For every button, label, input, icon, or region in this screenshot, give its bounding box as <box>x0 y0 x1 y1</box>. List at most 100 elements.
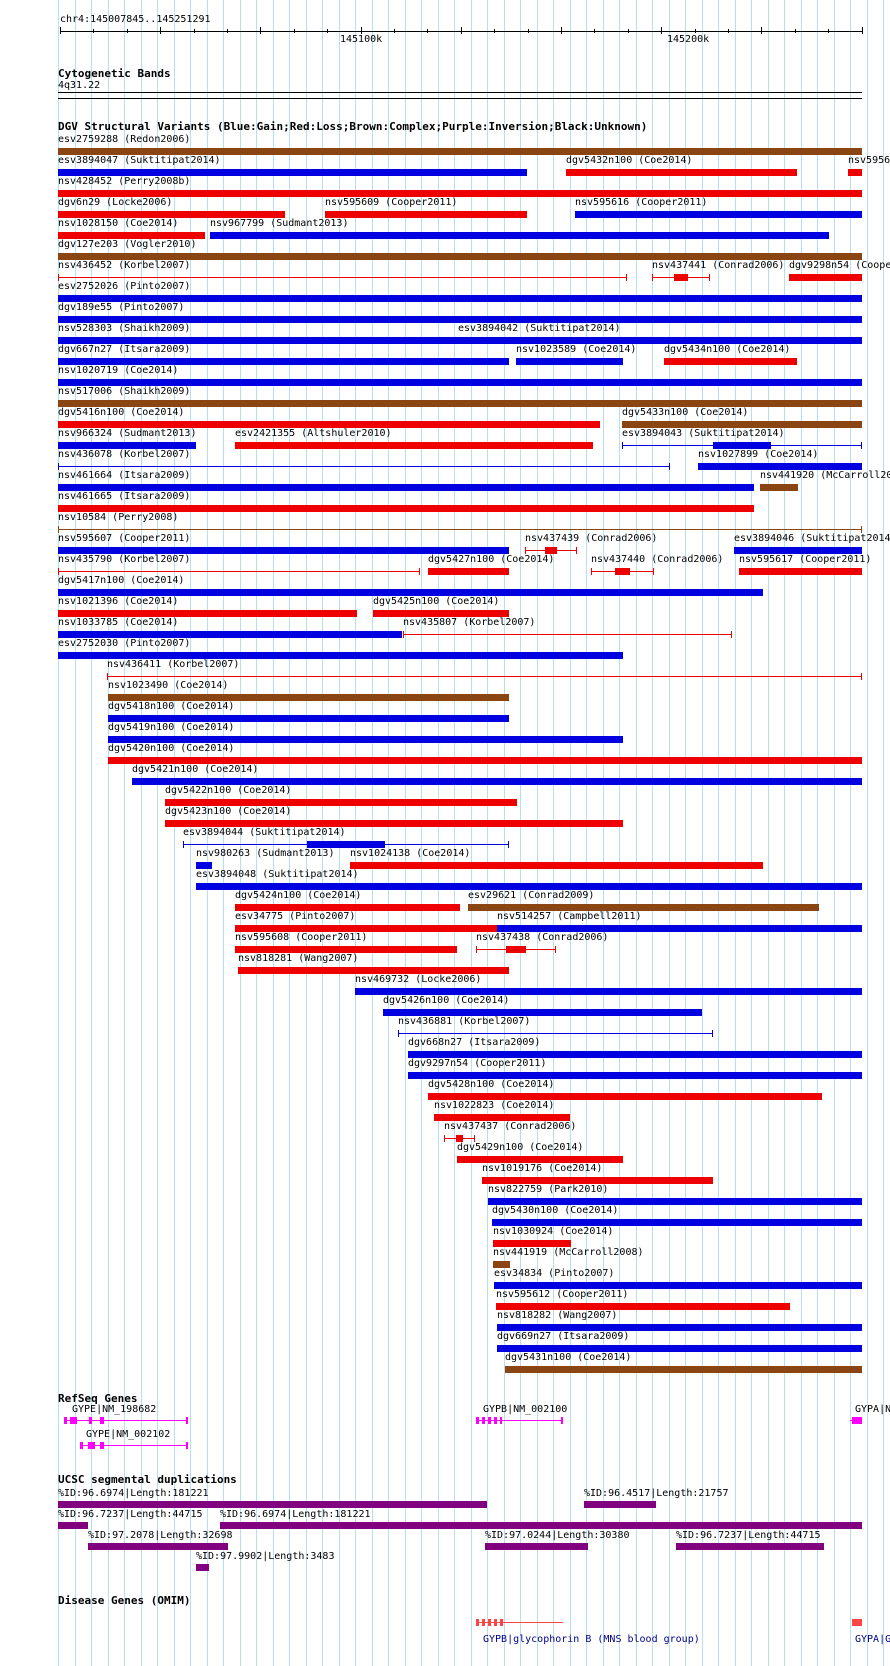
dgv-variant-bar[interactable] <box>516 358 623 365</box>
dgv-variant-label[interactable]: dgv5416n100 (Coe2014) <box>58 407 185 418</box>
dgv-variant-core[interactable] <box>545 547 557 554</box>
dgv-variant-label[interactable]: nsv528303 (Shaikh2009) <box>58 323 191 334</box>
dgv-variant-bar[interactable] <box>235 946 457 953</box>
dgv-variant-label[interactable]: nsv437440 (Conrad2006) <box>591 554 724 565</box>
dgv-variant-bar[interactable] <box>428 1093 822 1100</box>
segdup-bar[interactable] <box>676 1543 824 1550</box>
dgv-variant-bar[interactable] <box>58 442 196 449</box>
dgv-variant-bar[interactable] <box>383 1009 702 1016</box>
dgv-variant-bar[interactable] <box>58 610 357 617</box>
dgv-variant-bar[interactable] <box>165 799 517 806</box>
dgv-variant-label[interactable]: nsv822759 (Park2010) <box>488 1184 609 1195</box>
dgv-variant-label[interactable]: nsv595617 (Cooper2011) <box>739 554 872 565</box>
dgv-variant-label[interactable]: nsv436881 (Korbel2007) <box>398 1016 531 1027</box>
dgv-variant-label[interactable]: dgv5426n100 (Coe2014) <box>383 995 510 1006</box>
dgv-variant-bar[interactable] <box>58 358 509 365</box>
dgv-variant-bar[interactable] <box>58 253 862 260</box>
dgv-variant-label[interactable]: nsv461664 (Itsara2009) <box>58 470 191 481</box>
refseq-gene-exon[interactable] <box>100 1417 104 1424</box>
dgv-variant-label[interactable]: dgv5431n100 (Coe2014) <box>505 1352 632 1363</box>
dgv-variant-bar[interactable] <box>739 568 862 575</box>
dgv-variant-bar[interactable] <box>58 529 862 530</box>
dgv-variant-bar[interactable] <box>58 295 862 302</box>
dgv-variant-label[interactable]: dgv5418n100 (Coe2014) <box>108 701 235 712</box>
dgv-variant-core[interactable] <box>674 274 688 281</box>
segdup-bar[interactable] <box>584 1501 656 1508</box>
segdup-label[interactable]: %ID:96.7237|Length:44715 <box>58 1509 203 1520</box>
dgv-variant-label[interactable]: nsv1023589 (Coe2014) <box>516 344 637 355</box>
dgv-variant-bar[interactable] <box>325 211 527 218</box>
refseq-gene-label[interactable]: GYPE|NM_002102 <box>86 1429 171 1440</box>
segdup-bar[interactable] <box>220 1522 862 1529</box>
dgv-variant-bar[interactable] <box>622 421 862 428</box>
dgv-variant-bar[interactable] <box>468 904 819 911</box>
refseq-gene-exon[interactable] <box>100 1442 104 1449</box>
track-title-dgv[interactable]: DGV Structural Variants (Blue:Gain;Red:L… <box>58 120 648 133</box>
dgv-variant-label[interactable]: dgv5430n100 (Coe2014) <box>492 1205 619 1216</box>
refseq-gene-exon[interactable] <box>852 1417 862 1424</box>
dgv-variant-label[interactable]: dgv189e55 (Pinto2007) <box>58 302 185 313</box>
dgv-variant-label[interactable]: dgv6n29 (Locke2006) <box>58 197 173 208</box>
dgv-variant-label[interactable]: dgv5417n100 (Coe2014) <box>58 575 185 586</box>
track-title-segmental-duplications[interactable]: UCSC segmental duplications <box>58 1473 237 1486</box>
dgv-variant-label[interactable]: nsv1023490 (Coe2014) <box>108 680 229 691</box>
dgv-variant-bar[interactable] <box>108 715 509 722</box>
dgv-variant-label[interactable]: nsv428452 (Perry2008b) <box>58 176 191 187</box>
dgv-variant-bar[interactable] <box>58 190 862 197</box>
refseq-gene-exon[interactable] <box>80 1442 83 1449</box>
dgv-variant-bar[interactable] <box>350 862 763 869</box>
dgv-variant-label[interactable]: dgv5423n100 (Coe2014) <box>165 806 292 817</box>
dgv-variant-bar[interactable] <box>58 484 754 491</box>
dgv-variant-label[interactable]: nsv980263 (Sudmant2013) <box>196 848 335 859</box>
refseq-gene-intron[interactable] <box>476 1420 563 1421</box>
dgv-variant-label[interactable]: esv3894046 (Suktitipat2014 <box>734 533 890 544</box>
omim-gene-label[interactable]: GYPB|glycophorin B (MNS blood group) <box>483 1634 700 1645</box>
dgv-variant-bar[interactable] <box>482 1177 713 1184</box>
dgv-variant-label[interactable]: dgv5422n100 (Coe2014) <box>165 785 292 796</box>
refseq-gene-exon[interactable] <box>89 1417 92 1424</box>
refseq-gene-exon[interactable] <box>500 1417 502 1424</box>
dgv-variant-bar[interactable] <box>408 1051 862 1058</box>
dgv-variant-bar[interactable] <box>108 757 862 764</box>
refseq-gene-exon[interactable] <box>476 1417 479 1424</box>
dgv-variant-core[interactable] <box>506 946 526 953</box>
dgv-variant-bar[interactable] <box>58 571 420 572</box>
dgv-variant-bar[interactable] <box>58 379 862 386</box>
dgv-variant-label[interactable]: nsv1030924 (Coe2014) <box>493 1226 614 1237</box>
dgv-variant-label[interactable]: nsv1033785 (Coe2014) <box>58 617 179 628</box>
dgv-variant-label[interactable]: esv3894047 (Suktitipat2014) <box>58 155 221 166</box>
dgv-variant-bar[interactable] <box>58 400 862 407</box>
refseq-gene-exon[interactable] <box>70 1417 77 1424</box>
dgv-variant-bar[interactable] <box>497 1345 862 1352</box>
dgv-variant-bar[interactable] <box>497 1324 862 1331</box>
dgv-variant-bar[interactable] <box>238 967 509 974</box>
omim-gene-exon[interactable] <box>500 1619 503 1626</box>
dgv-variant-bar[interactable] <box>210 232 829 239</box>
dgv-variant-bar[interactable] <box>58 316 862 323</box>
omim-gene-label[interactable]: GYPA|G <box>855 1634 890 1645</box>
dgv-variant-bar[interactable] <box>457 1156 623 1163</box>
dgv-variant-bar[interactable] <box>458 337 862 344</box>
dgv-variant-core[interactable] <box>307 841 385 848</box>
segdup-label[interactable]: %ID:97.2078|Length:32698 <box>88 1530 233 1541</box>
dgv-variant-bar[interactable] <box>848 169 862 176</box>
refseq-gene-intron[interactable] <box>64 1420 188 1421</box>
dgv-variant-label[interactable]: nsv966324 (Sudmant2013) <box>58 428 197 439</box>
dgv-variant-label[interactable]: esv2759288 (Redon2006) <box>58 134 191 145</box>
omim-gene-exon[interactable] <box>488 1619 491 1626</box>
segdup-bar[interactable] <box>58 1522 88 1529</box>
dgv-variant-bar[interactable] <box>789 274 862 281</box>
segdup-label[interactable]: %ID:96.7237|Length:44715 <box>676 1530 821 1541</box>
dgv-variant-label[interactable]: nsv441920 (McCarroll20 <box>760 470 890 481</box>
dgv-variant-label[interactable]: nsv967799 (Sudmant2013) <box>210 218 349 229</box>
dgv-variant-label[interactable]: nsv1024138 (Coe2014) <box>350 848 471 859</box>
omim-gene-exon[interactable] <box>852 1619 862 1626</box>
dgv-variant-label[interactable]: nsv818282 (Wang2007) <box>497 1310 618 1321</box>
dgv-variant-core[interactable] <box>456 1135 463 1142</box>
refseq-gene-exon[interactable] <box>561 1417 563 1424</box>
dgv-variant-bar[interactable] <box>196 862 212 869</box>
dgv-variant-label[interactable]: nsv1020719 (Coe2014) <box>58 365 179 376</box>
dgv-variant-bar[interactable] <box>235 925 497 932</box>
dgv-variant-label[interactable]: esv3894043 (Suktitipat2014) <box>622 428 785 439</box>
dgv-variant-bar[interactable] <box>165 820 623 827</box>
